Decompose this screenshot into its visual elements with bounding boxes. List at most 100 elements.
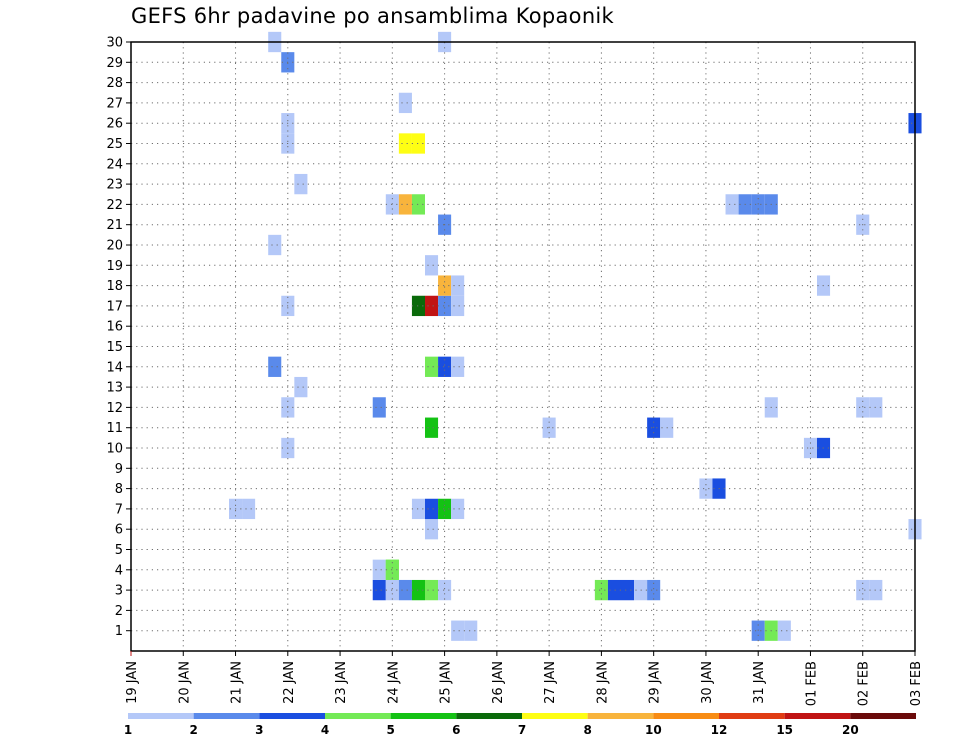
y-tick-label: 30: [106, 36, 123, 51]
y-tick-label: 13: [106, 381, 123, 396]
precip-cell: [372, 559, 386, 580]
x-tick-label: 27 JAN: [543, 661, 558, 704]
precip-cell: [294, 173, 308, 195]
y-tick-label: 16: [106, 320, 123, 335]
y-tick-label: 1: [115, 624, 123, 639]
x-tick-label: 29 JAN: [648, 661, 663, 704]
precip-cell: [699, 478, 713, 499]
legend-swatch: [850, 713, 916, 719]
legend-label: 15: [776, 723, 793, 737]
legend-swatch: [719, 713, 785, 719]
precip-cell: [438, 275, 452, 296]
y-tick-label: 18: [106, 279, 123, 294]
precip-cell: [725, 194, 739, 215]
x-tick-label: 01 FEB: [804, 661, 819, 706]
precip-cell: [411, 579, 425, 601]
x-tick-label: 03 FEB: [909, 661, 924, 706]
precip-cell: [621, 579, 635, 601]
precip-cell: [398, 133, 412, 154]
legend-label: 10: [645, 723, 662, 737]
y-tick-label: 11: [106, 421, 123, 436]
y-tick-label: 12: [106, 401, 123, 416]
y-tick-label: 4: [115, 563, 123, 578]
y-tick-label: 29: [106, 56, 123, 71]
x-tick-label: 31 JAN: [752, 661, 767, 704]
x-tick-label: 21 JAN: [230, 661, 245, 704]
legend-swatch: [784, 713, 851, 719]
precip-cell: [425, 579, 439, 601]
y-tick-label: 25: [106, 137, 123, 152]
y-tick-label: 15: [106, 340, 123, 355]
x-tick-label: 23 JAN: [334, 661, 349, 704]
precip-cell: [411, 498, 425, 520]
precip-cell: [411, 133, 425, 154]
x-tick-label: 24 JAN: [386, 661, 401, 704]
precip-cell: [856, 397, 870, 418]
legend-swatch: [325, 713, 391, 719]
y-tick-label: 22: [106, 198, 123, 213]
y-tick-label: 6: [115, 523, 123, 538]
precip-cell: [438, 356, 452, 377]
precip-cell: [398, 92, 412, 114]
precip-cell: [647, 579, 661, 601]
legend-swatch: [653, 713, 719, 719]
legend-label: 1: [124, 723, 132, 737]
y-tick-label: 19: [106, 259, 123, 274]
precip-cell: [385, 579, 399, 601]
legend-label: 3: [255, 723, 263, 737]
precip-cell: [385, 559, 399, 580]
y-tick-label: 28: [106, 76, 123, 91]
precip-cell: [777, 620, 791, 641]
legend-swatch: [587, 713, 654, 719]
legend-swatch: [456, 713, 522, 719]
y-tick-label: 24: [106, 157, 123, 172]
legend-swatch: [390, 713, 457, 719]
precip-cell: [294, 376, 308, 398]
precip-cell: [268, 234, 282, 256]
legend-swatch: [259, 713, 325, 719]
precip-cell: [451, 275, 465, 296]
legend-label: 4: [321, 723, 329, 737]
y-tick-label: 9: [115, 462, 123, 477]
precip-cell: [425, 295, 439, 317]
precip-cell: [372, 397, 386, 418]
precip-cell: [425, 498, 439, 520]
y-tick-label: 8: [115, 482, 123, 497]
precip-cell: [451, 620, 465, 641]
precip-cell: [425, 356, 439, 377]
precip-cell: [451, 498, 465, 520]
y-tick-label: 7: [115, 502, 123, 517]
legend-label: 7: [518, 723, 526, 737]
legend-swatch: [193, 713, 260, 719]
chart-title: GEFS 6hr padavine po ansamblima Kopaonik: [131, 4, 615, 28]
x-tick-label: 26 JAN: [491, 661, 506, 704]
legend-label: 5: [386, 723, 394, 737]
precip-cell: [856, 579, 870, 601]
legend-label: 6: [452, 723, 460, 737]
x-tick-label: 28 JAN: [595, 661, 610, 704]
y-tick-label: 17: [106, 299, 123, 314]
precip-cell: [398, 579, 412, 601]
y-tick-label: 27: [106, 96, 123, 111]
y-tick-label: 2: [115, 604, 123, 619]
legend-label: 12: [711, 723, 728, 737]
x-tick-label: 30 JAN: [700, 661, 715, 704]
precip-cell: [411, 194, 425, 215]
precip-cell: [398, 194, 412, 215]
x-tick-label: 22 JAN: [282, 661, 297, 704]
legend-swatch: [128, 713, 194, 719]
y-tick-label: 23: [106, 178, 123, 193]
precip-cell: [451, 295, 465, 317]
legend-label: 20: [842, 723, 859, 737]
y-tick-label: 14: [106, 360, 123, 375]
x-tick-label: 20 JAN: [177, 661, 192, 704]
precip-cell: [372, 579, 386, 601]
precip-cell: [451, 356, 465, 377]
y-tick-label: 5: [115, 543, 123, 558]
y-tick-label: 3: [115, 584, 123, 599]
precip-cell: [607, 579, 621, 601]
legend-label: 8: [583, 723, 591, 737]
y-tick-label: 20: [106, 239, 123, 254]
precip-cell: [594, 579, 608, 601]
